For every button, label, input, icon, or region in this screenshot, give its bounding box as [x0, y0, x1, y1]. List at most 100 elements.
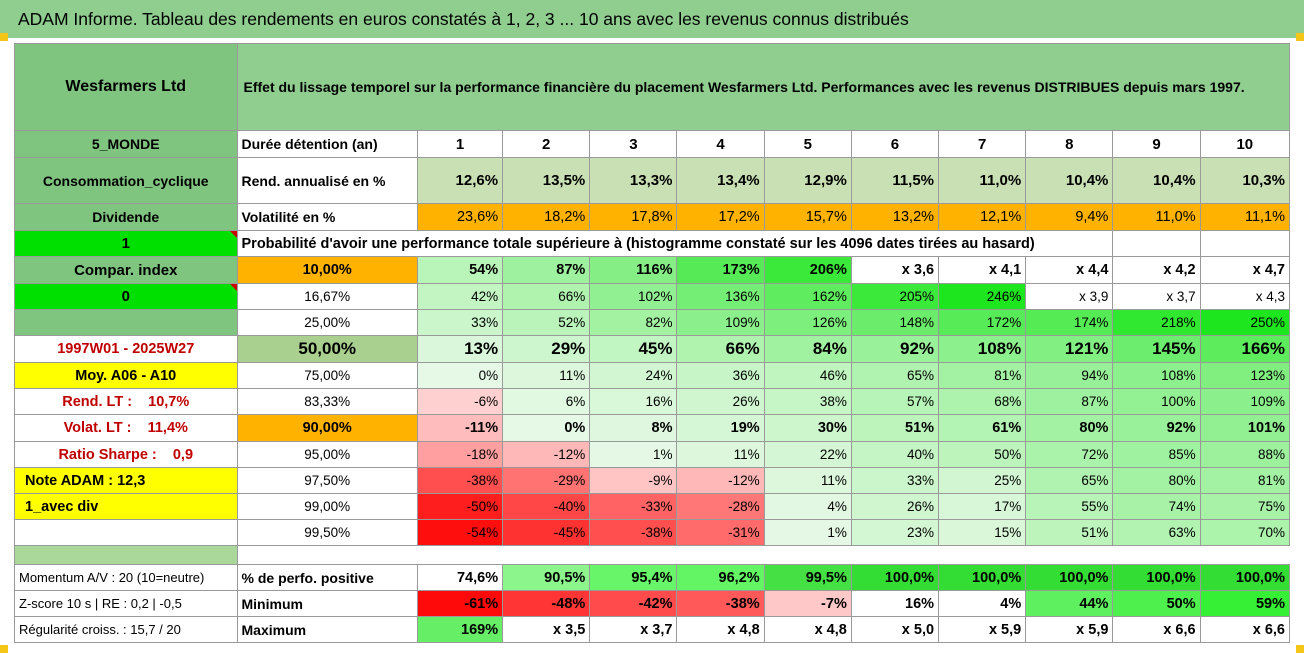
percentile-value: 1%	[589, 441, 678, 468]
max-value: x 3,5	[502, 616, 591, 643]
report-title: ADAM Informe. Tableau des rendements en …	[0, 0, 1304, 38]
gap-spacer	[237, 546, 1290, 565]
percentile-value: 80%	[1112, 467, 1201, 494]
percentile-value: 101%	[1199, 414, 1291, 442]
zscore-label: Z-score 10 s | RE : 0,2 | -0,5	[14, 590, 238, 617]
percentile-value: x 4,1	[938, 256, 1027, 284]
percentile-value: 116%	[589, 256, 678, 284]
percentile-value: 42%	[416, 283, 504, 310]
max-value: x 6,6	[1112, 616, 1201, 643]
percentile-value: 26%	[676, 388, 765, 415]
year-header: 3	[589, 130, 678, 158]
gap-cell	[14, 545, 238, 565]
vol-value: 11,0%	[1112, 203, 1201, 231]
div-mode-label: 1_avec div	[14, 493, 238, 520]
percentile-value: 100%	[1112, 388, 1201, 415]
min-label: Minimum	[236, 590, 418, 617]
min-value: -61%	[416, 590, 504, 617]
percentile-row: Note ADAM : 12,3 97,50% -38% -29% -9% -12% 11%…	[14, 467, 1291, 494]
min-value: -7%	[763, 590, 852, 617]
min-value: 16%	[850, 590, 940, 617]
percentile-value: 11%	[763, 467, 852, 494]
year-header: 5	[763, 130, 852, 158]
year-header: 7	[938, 130, 1027, 158]
corner-marker	[0, 33, 8, 41]
pos-value: 100,0%	[1199, 564, 1291, 591]
percentile-value: 81%	[938, 362, 1027, 389]
rend-row: Consommation_cyclique Rend. annualisé en …	[14, 157, 1291, 204]
percentile-value: 23%	[850, 519, 940, 546]
rend-value: 12,6%	[416, 157, 504, 204]
percentile-value: 136%	[676, 283, 765, 310]
percentile-value: 0%	[416, 362, 504, 389]
rend-value: 11,5%	[850, 157, 940, 204]
percentile-value: 66%	[502, 283, 591, 310]
percentile-label: 75,00%	[236, 362, 418, 389]
max-value: x 5,9	[1025, 616, 1114, 643]
percentile-row: Moy. A06 - A10 75,00% 0% 11% 24% 36% 46% 65% 81%…	[14, 362, 1291, 389]
vol-value: 17,8%	[589, 203, 678, 231]
pos-value: 95,4%	[589, 564, 678, 591]
percentile-value: -38%	[416, 467, 504, 494]
percentile-value: 15%	[938, 519, 1027, 546]
percentile-value: x 3,6	[850, 256, 940, 284]
percentile-value: 25%	[938, 467, 1027, 494]
percentile-value: 13%	[416, 335, 504, 363]
max-label: Maximum	[236, 616, 418, 643]
percentile-value: -11%	[416, 414, 504, 442]
percentile-value: 218%	[1112, 309, 1201, 336]
max-value: 169%	[416, 616, 504, 643]
percentile-value: 54%	[416, 256, 504, 284]
year-header: 1	[416, 130, 504, 158]
percentile-value: 80%	[1025, 414, 1114, 442]
vol-value: 11,1%	[1199, 203, 1291, 231]
percentile-row: Ratio Sharpe : 0,9 95,00% -18% -12% 1% 11% 22%…	[14, 441, 1291, 468]
percentile-value: 11%	[502, 362, 591, 389]
percentile-value: 94%	[1025, 362, 1114, 389]
percentile-value: 45%	[589, 335, 678, 363]
maximum-row: Régularité croiss. : 15,7 / 20 Maximum 169…	[14, 616, 1291, 643]
percentile-value: 1%	[763, 519, 852, 546]
percentile-value: 51%	[850, 414, 940, 442]
max-value: x 5,9	[938, 616, 1027, 643]
period-label: 1997W01 - 2025W27	[14, 335, 238, 363]
percentile-value: 250%	[1199, 309, 1291, 336]
empty-cell	[1112, 230, 1201, 257]
year-header: 6	[850, 130, 940, 158]
percentile-value: 92%	[850, 335, 940, 363]
percentile-label: 99,00%	[236, 493, 418, 520]
percentile-value: x 3,9	[1025, 283, 1114, 310]
description-text: Effet du lissage temporel sur la perform…	[236, 43, 1290, 131]
percentile-value: -18%	[416, 441, 504, 468]
max-value: x 4,8	[763, 616, 852, 643]
pos-label: % de perfo. positive	[236, 564, 418, 591]
vol-value: 13,2%	[850, 203, 940, 231]
vol-value: 23,6%	[416, 203, 504, 231]
percentile-value: 22%	[763, 441, 852, 468]
percentile-value: -12%	[676, 467, 765, 494]
percentile-value: 92%	[1112, 414, 1201, 442]
percentile-value: 84%	[763, 335, 852, 363]
note-adam-label: Note ADAM : 12,3	[14, 467, 238, 494]
max-value: x 6,6	[1199, 616, 1291, 643]
pos-value: 100,0%	[1112, 564, 1201, 591]
vol-value: 18,2%	[502, 203, 591, 231]
percentile-value: 50%	[938, 441, 1027, 468]
percentile-value: 65%	[850, 362, 940, 389]
percentile-value: 68%	[938, 388, 1027, 415]
rend-value: 12,9%	[763, 157, 852, 204]
pos-value: 90,5%	[502, 564, 591, 591]
percentile-value: 123%	[1199, 362, 1291, 389]
min-value: 50%	[1112, 590, 1201, 617]
year-header: 2	[502, 130, 591, 158]
percentile-value: 85%	[1112, 441, 1201, 468]
percentile-value: 8%	[589, 414, 678, 442]
pos-value: 74,6%	[416, 564, 504, 591]
corner-marker	[1296, 645, 1304, 653]
percentile-row: 1_avec div 99,00% -50% -40% -33% -28% 4% 26% 17%…	[14, 493, 1291, 520]
percentile-value: 148%	[850, 309, 940, 336]
left-spacer	[14, 309, 238, 336]
min-value: -42%	[589, 590, 678, 617]
percentile-value: 65%	[1025, 467, 1114, 494]
year-header: 8	[1025, 130, 1114, 158]
